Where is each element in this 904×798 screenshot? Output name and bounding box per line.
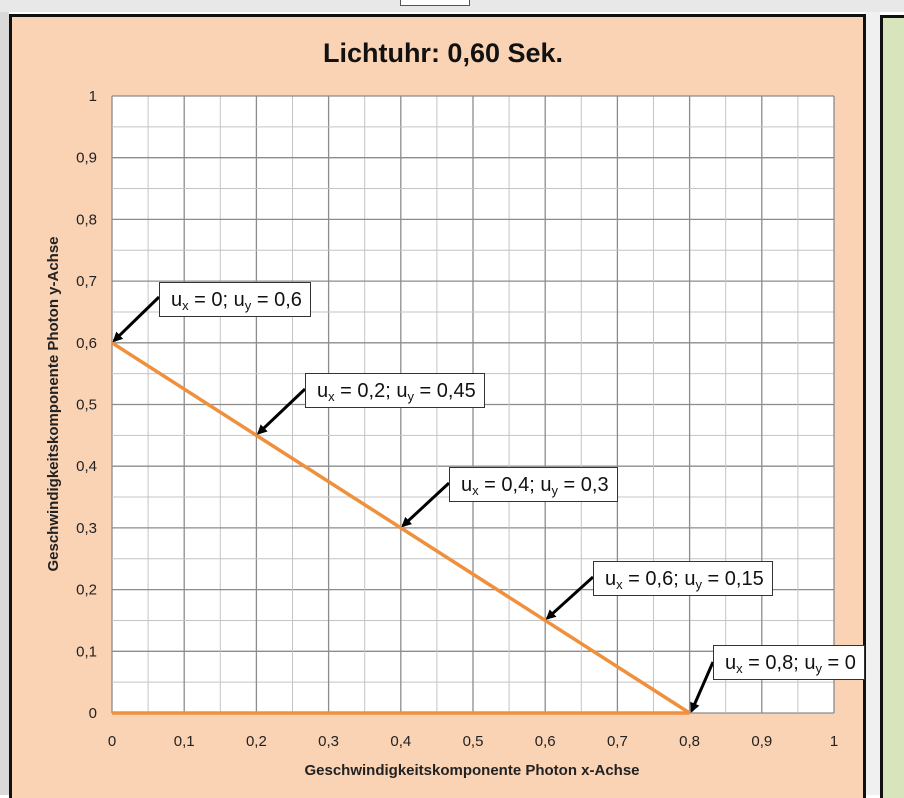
y-tick-label: 0,3 — [76, 520, 97, 537]
callout-equals: = — [413, 380, 437, 402]
callout-ux-value: 0 — [211, 289, 223, 311]
callout-label: ux = 0,2; uy = 0,45 — [305, 373, 485, 408]
callout-equals: = — [821, 652, 845, 674]
callout-arrow — [545, 575, 595, 620]
x-tick-label: 0,7 — [607, 733, 628, 750]
callout-uy-value: 0,15 — [724, 568, 764, 590]
callout-symbol: ; u — [385, 380, 408, 402]
callout-label: ux = 0,4; uy = 0,3 — [449, 467, 618, 502]
callout-uy-value: 0 — [844, 652, 856, 674]
y-tick-label: 0 — [89, 705, 97, 722]
y-tick-label: 0,7 — [76, 273, 97, 290]
callout-label: ux = 0,8; uy = 0 — [713, 645, 865, 680]
callout-symbol: ; u — [222, 289, 245, 311]
x-tick-label: 0,6 — [535, 733, 556, 750]
callout-subscript: y — [407, 389, 414, 404]
callout-ux-value: 0,8 — [765, 652, 794, 674]
y-tick-label: 0,2 — [76, 582, 97, 599]
callout-subscript: y — [551, 483, 558, 498]
top-strip — [0, 0, 904, 12]
y-tick-label: 0,9 — [76, 150, 97, 167]
callout-equals: = — [701, 568, 725, 590]
callout-subscript: x — [328, 389, 335, 404]
callout-symbol: u — [605, 568, 617, 590]
callout-arrow — [112, 295, 161, 343]
callout-subscript: y — [244, 298, 252, 313]
callout-label: ux = 0,6; uy = 0,15 — [593, 561, 773, 596]
callout-uy-value: 0,6 — [274, 289, 302, 311]
callout-equals: = — [478, 474, 502, 496]
callout-ux-value: 0,4 — [501, 474, 530, 496]
right-panel — [880, 15, 904, 798]
callout-ux-value: 0,2 — [357, 380, 386, 402]
x-tick-label: 0 — [108, 733, 116, 750]
x-tick-label: 1 — [830, 733, 838, 750]
x-tick-label: 0,1 — [174, 733, 195, 750]
callout-arrow — [401, 481, 451, 528]
y-tick-label: 0,6 — [76, 335, 97, 352]
callout-subscript: y — [815, 661, 822, 676]
callout-symbol: ; u — [793, 652, 816, 674]
right-gap — [866, 12, 880, 795]
callout-symbol: u — [725, 652, 737, 674]
callout-symbol: u — [171, 289, 183, 311]
series-line-1 — [111, 341, 691, 715]
callout-equals: = — [334, 380, 358, 402]
y-tick-label: 0,1 — [76, 643, 97, 660]
callout-arrow — [690, 661, 715, 713]
x-tick-label: 0,8 — [679, 733, 700, 750]
x-tick-label: 0,3 — [318, 733, 339, 750]
callout-subscript: y — [695, 577, 702, 592]
x-tick-label: 0,4 — [390, 733, 411, 750]
callout-symbol: ; u — [673, 568, 696, 590]
callout-subscript: x — [182, 298, 189, 313]
callout-arrow — [256, 387, 307, 435]
callout-uy-value: 0,3 — [580, 474, 609, 496]
callout-equals: = — [188, 289, 212, 311]
chart-title: Lichtuhr: 0,60 Sek. — [322, 38, 564, 68]
y-axis-label: Geschwindigkeitskomponente Photon y-Achs… — [45, 236, 62, 572]
left-sliver — [0, 12, 9, 795]
callout-equals: = — [251, 289, 275, 311]
callout-equals: = — [742, 652, 766, 674]
callout-equals: = — [557, 474, 581, 496]
callout-subscript: x — [736, 661, 743, 676]
callout-symbol: u — [461, 474, 473, 496]
x-axis-label: Geschwindigkeitskomponente Photon x-Achs… — [304, 762, 640, 779]
callout-symbol: ; u — [529, 474, 552, 496]
callout-subscript: x — [616, 577, 623, 592]
callout-uy-value: 0,45 — [436, 380, 476, 402]
y-tick-label: 0,5 — [76, 397, 97, 414]
x-tick-label: 0,2 — [246, 733, 267, 750]
y-tick-label: 0,4 — [76, 458, 97, 475]
callout-label: ux = 0; uy = 0,6 — [159, 282, 311, 317]
callout-ux-value: 0,6 — [645, 568, 674, 590]
x-tick-label: 0,5 — [463, 733, 484, 750]
callout-equals: = — [622, 568, 646, 590]
y-tick-label: 1 — [89, 88, 97, 105]
callout-symbol: u — [317, 380, 329, 402]
top-tab — [400, 0, 470, 6]
y-tick-label: 0,8 — [76, 211, 97, 228]
x-tick-label: 0,9 — [751, 733, 772, 750]
callout-subscript: x — [472, 483, 479, 498]
